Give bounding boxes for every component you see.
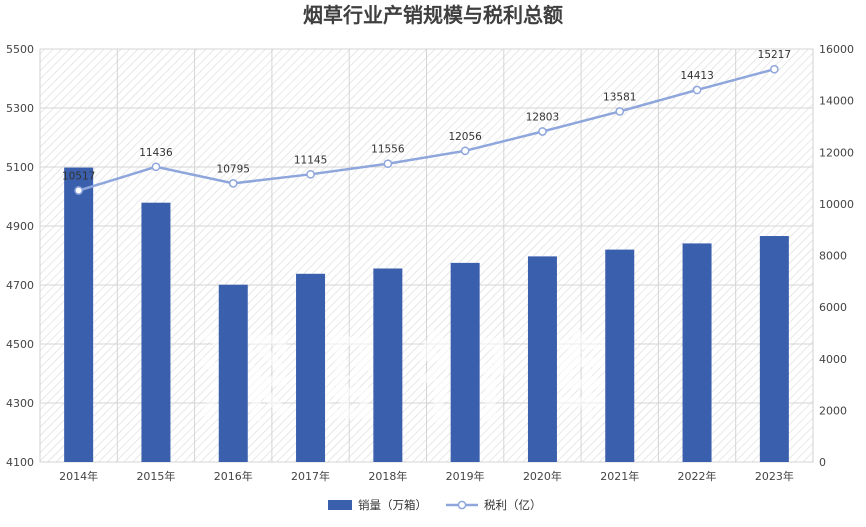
data-label: 12803 xyxy=(526,112,559,124)
y-right-tick-label: 4000 xyxy=(819,353,847,366)
data-label: 10795 xyxy=(217,163,250,175)
bar xyxy=(759,236,789,462)
line-point xyxy=(770,64,779,74)
x-tick-label: 2017年 xyxy=(291,469,330,483)
bar xyxy=(450,262,480,462)
y-left-tick-label: 4500 xyxy=(6,338,34,351)
x-tick-label: 2018年 xyxy=(368,469,407,483)
bar xyxy=(218,284,248,462)
x-tick-label: 2019年 xyxy=(446,469,485,483)
y-left-tick-label: 5300 xyxy=(6,102,34,115)
y-left-tick-label: 5100 xyxy=(6,161,34,174)
data-label: 14413 xyxy=(680,70,713,82)
line-point xyxy=(74,186,84,195)
line-point xyxy=(615,107,625,116)
data-label: 13581 xyxy=(603,91,636,103)
line-point xyxy=(306,169,315,179)
x-tick-label: 2022年 xyxy=(678,469,717,483)
chart-title: 烟草行业产销规模与税利总额 xyxy=(303,3,563,27)
bar xyxy=(373,268,403,462)
line-point xyxy=(228,179,238,188)
legend-marker-line xyxy=(457,500,467,510)
line-point xyxy=(692,85,702,95)
bar xyxy=(296,273,326,462)
bar xyxy=(141,202,171,462)
data-label: 11436 xyxy=(139,147,173,159)
data-label: 15217 xyxy=(758,49,791,61)
legend-label-line: 税利（亿） xyxy=(484,498,542,512)
x-tick-label: 2021年 xyxy=(600,469,639,483)
y-left-tick-label: 4100 xyxy=(6,456,34,469)
legend: 销量（万箱） 税利（亿） xyxy=(328,498,542,512)
watermark-text: 深蓝智库 xyxy=(197,323,637,435)
bar xyxy=(527,256,557,462)
y-left-tick-label: 5500 xyxy=(6,43,34,56)
y-right-tick-label: 8000 xyxy=(819,250,847,263)
legend-swatch-bar xyxy=(328,500,352,510)
bar xyxy=(64,167,94,462)
y-right-tick-label: 10000 xyxy=(819,198,854,211)
y-right-tick-label: 12000 xyxy=(819,146,854,159)
legend-label-bar: 销量（万箱） xyxy=(358,498,427,512)
line-series xyxy=(78,68,775,192)
x-tick-label: 2014年 xyxy=(59,469,98,483)
y-right-tick-label: 6000 xyxy=(819,301,847,314)
data-label: 11556 xyxy=(371,144,405,156)
y-right-tick-label: 0 xyxy=(819,456,826,469)
line-point xyxy=(383,159,393,169)
data-label: 12056 xyxy=(448,131,482,143)
plot-area: 4100 4300 4500 4700 4900 5100 5300 5500 0 2000 400… xyxy=(6,43,854,483)
y-left-tick-label: 4300 xyxy=(6,397,34,410)
bar xyxy=(605,249,635,462)
y-left-tick-label: 4700 xyxy=(6,279,34,292)
x-tick-label: 2016年 xyxy=(214,469,253,483)
y-right-tick-label: 16000 xyxy=(819,43,854,56)
y-left-tick-label: 4900 xyxy=(6,220,34,233)
y-right-tick-label: 2000 xyxy=(819,404,847,417)
x-tick-label: 2023年 xyxy=(755,469,794,483)
y-right-tick-label: 14000 xyxy=(819,95,854,108)
line-point xyxy=(151,162,161,172)
data-label: 10517 xyxy=(62,171,95,183)
line-point xyxy=(460,146,470,156)
x-tick-label: 2020年 xyxy=(523,469,562,483)
data-label: 11145 xyxy=(294,154,327,166)
bar xyxy=(682,243,712,462)
line-point xyxy=(538,127,547,136)
x-tick-label: 2015年 xyxy=(136,469,175,483)
